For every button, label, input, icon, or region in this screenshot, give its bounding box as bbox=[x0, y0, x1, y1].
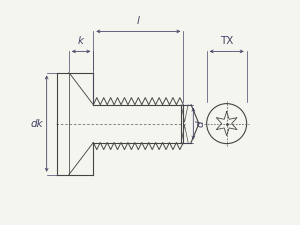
Text: d: d bbox=[196, 120, 206, 127]
Text: k: k bbox=[78, 36, 84, 47]
Text: l: l bbox=[137, 16, 140, 26]
Text: dk: dk bbox=[30, 119, 43, 129]
Text: TX: TX bbox=[220, 36, 233, 46]
